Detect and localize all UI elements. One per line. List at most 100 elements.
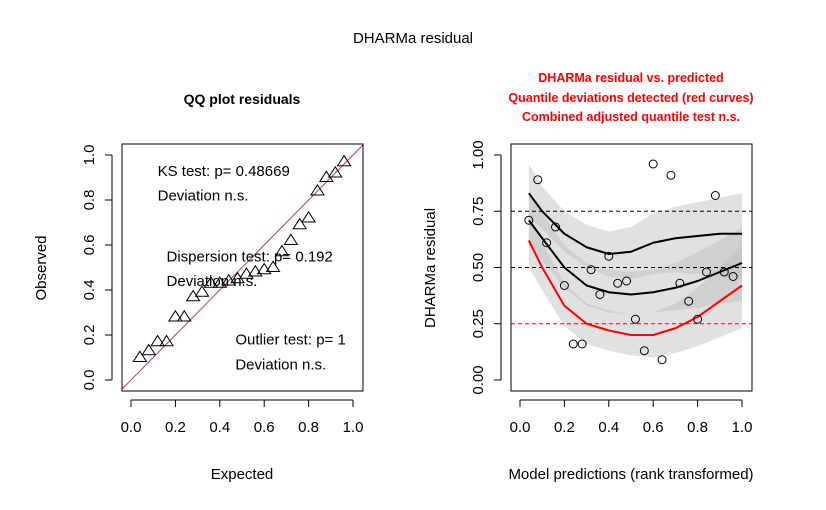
residual-x-tick-label-2: 0.4 — [598, 419, 619, 436]
qq-plot-points-layer — [132, 154, 352, 363]
qq-point-4 — [167, 309, 183, 322]
residual-point-14 — [648, 159, 658, 169]
residual-point-9 — [604, 251, 614, 261]
residual-point-19 — [693, 314, 703, 324]
qq-x-tick-label-4: 0.8 — [298, 419, 319, 436]
qq-point-14 — [256, 262, 272, 275]
qq-plot-title: QQ plot residuals — [184, 91, 301, 107]
qq-point-17 — [283, 233, 299, 246]
residual-plot-title-line-3: Combined adjusted quantile test n.s. — [522, 110, 740, 124]
qq-annotation-2: Dispersion test: p= 0.192 — [167, 248, 333, 265]
residual-plot-title-line-1: DHARMa residual vs. predicted — [538, 71, 723, 85]
qq-point-22 — [327, 165, 343, 178]
residual-plot-hlines-layer — [511, 210, 752, 325]
qq-plot-panel: QQ plot residuals KS test: p= 0.48669 Dev… — [33, 91, 364, 483]
residual-y-tick-label-3: 0.75 — [470, 197, 487, 226]
qq-point-13 — [247, 264, 263, 277]
qq-annotation-5: Deviation n.s. — [235, 356, 326, 373]
residual-point-23 — [728, 272, 738, 281]
residual-y-tick-label-4: 1.00 — [470, 140, 487, 169]
residual-point-21 — [710, 191, 720, 200]
residual-plot-bands-layer — [528, 164, 742, 358]
residual-point-13 — [639, 346, 649, 356]
residual-point-22 — [719, 267, 729, 277]
qq-plot-box — [121, 143, 364, 392]
residual-plot-points-layer — [524, 159, 738, 365]
residual-x-tick-label-0: 0.0 — [510, 419, 531, 436]
residual-point-11 — [622, 276, 632, 286]
residual-plot-x-label: Model predictions (rank transformed) — [508, 466, 753, 483]
qq-annotation-3: Deviation n.s. — [167, 273, 258, 290]
residual-plot-panel: DHARMa residual vs. predicted Quantile d… — [422, 71, 754, 483]
qq-point-19 — [301, 210, 317, 223]
qq-point-8 — [203, 276, 219, 288]
residual-point-16 — [666, 170, 676, 180]
residual-point-6 — [577, 339, 587, 349]
residual-point-8 — [595, 290, 605, 299]
residual-plot-title-line-2: Quantile deviations detected (red curves… — [508, 91, 753, 105]
qq-x-tick-label-0: 0.0 — [121, 419, 142, 436]
quantile-curve-0.5 — [528, 219, 743, 296]
residual-point-1 — [533, 175, 543, 185]
qq-annotation-1: Deviation n.s. — [158, 188, 249, 205]
qq-x-tick-label-5: 1.0 — [343, 419, 364, 436]
qq-plot-annotations-layer: KS test: p= 0.48669 Deviation n.s. Dispers… — [158, 163, 346, 374]
residual-x-tick-label-5: 1.0 — [732, 419, 753, 436]
residual-point-12 — [630, 314, 640, 324]
qq-x-tick-label-3: 0.6 — [254, 419, 275, 436]
qq-y-tick-label-1: 0.2 — [81, 325, 98, 346]
residual-plot-y-axis: 0.00 0.25 0.50 0.75 1.00 — [470, 140, 502, 395]
qq-plot-y-label: Observed — [33, 235, 50, 300]
figure-title: DHARMa residual — [353, 30, 473, 47]
residual-point-17 — [675, 278, 685, 288]
residual-point-3 — [551, 222, 561, 232]
residual-plot-x-axis: 0.0 0.2 0.4 0.6 0.8 1.0 — [510, 143, 753, 436]
residual-point-5 — [568, 339, 578, 349]
qq-point-18 — [292, 217, 308, 230]
residual-point-15 — [657, 355, 667, 365]
qq-plot-x-label: Expected — [211, 466, 274, 483]
quantile-curve-0.25 — [527, 240, 743, 336]
qq-plot-x-axis: 0.0 0.2 0.4 0.6 0.8 1.0 — [121, 143, 364, 436]
residual-y-tick-label-0: 0.00 — [470, 365, 487, 394]
qq-point-0 — [132, 350, 148, 363]
qq-point-1 — [141, 343, 157, 356]
qq-y-tick-label-2: 0.4 — [81, 280, 98, 301]
residual-point-2 — [542, 238, 552, 248]
residual-plot-y-label: DHARMa residual — [422, 208, 439, 328]
residual-point-7 — [586, 265, 596, 275]
residual-point-4 — [559, 281, 569, 290]
qq-point-7 — [194, 285, 210, 297]
residual-x-tick-label-3: 0.6 — [643, 419, 664, 436]
qq-point-20 — [310, 183, 325, 196]
residual-point-18 — [684, 296, 694, 306]
qq-plot-reference-line-layer — [122, 144, 363, 390]
residual-plot-curves-layer — [527, 192, 743, 336]
residual-point-0 — [524, 215, 534, 225]
qq-y-tick-label-3: 0.6 — [81, 235, 98, 256]
quantile-curve-0.75 — [528, 192, 742, 255]
quantile-band-0.75 — [528, 164, 742, 279]
qq-point-16 — [274, 244, 290, 257]
qq-y-tick-label-0: 0.0 — [81, 370, 98, 391]
qq-plot-y-axis: 0.0 0.2 0.4 0.6 0.8 1.0 — [81, 145, 113, 391]
qq-point-10 — [221, 273, 237, 286]
residual-y-tick-label-1: 0.25 — [470, 309, 487, 338]
qq-point-23 — [336, 154, 352, 167]
residual-plot-box — [510, 143, 753, 392]
qq-annotation-4: Outlier test: p= 1 — [235, 332, 345, 349]
qq-point-2 — [150, 334, 166, 347]
residual-y-tick-label-2: 0.50 — [470, 253, 487, 282]
qq-point-12 — [239, 267, 254, 279]
qq-x-tick-label-2: 0.4 — [209, 419, 230, 436]
qq-point-3 — [159, 334, 174, 347]
qq-annotation-0: KS test: p= 0.48669 — [158, 163, 290, 180]
residual-point-10 — [613, 278, 623, 288]
qq-y-tick-label-4: 0.8 — [81, 190, 98, 211]
residual-x-tick-label-4: 0.8 — [687, 419, 708, 436]
qq-point-15 — [265, 260, 281, 273]
qq-x-tick-label-1: 0.2 — [165, 419, 186, 436]
residual-point-20 — [701, 267, 711, 277]
qq-reference-line — [122, 144, 363, 390]
